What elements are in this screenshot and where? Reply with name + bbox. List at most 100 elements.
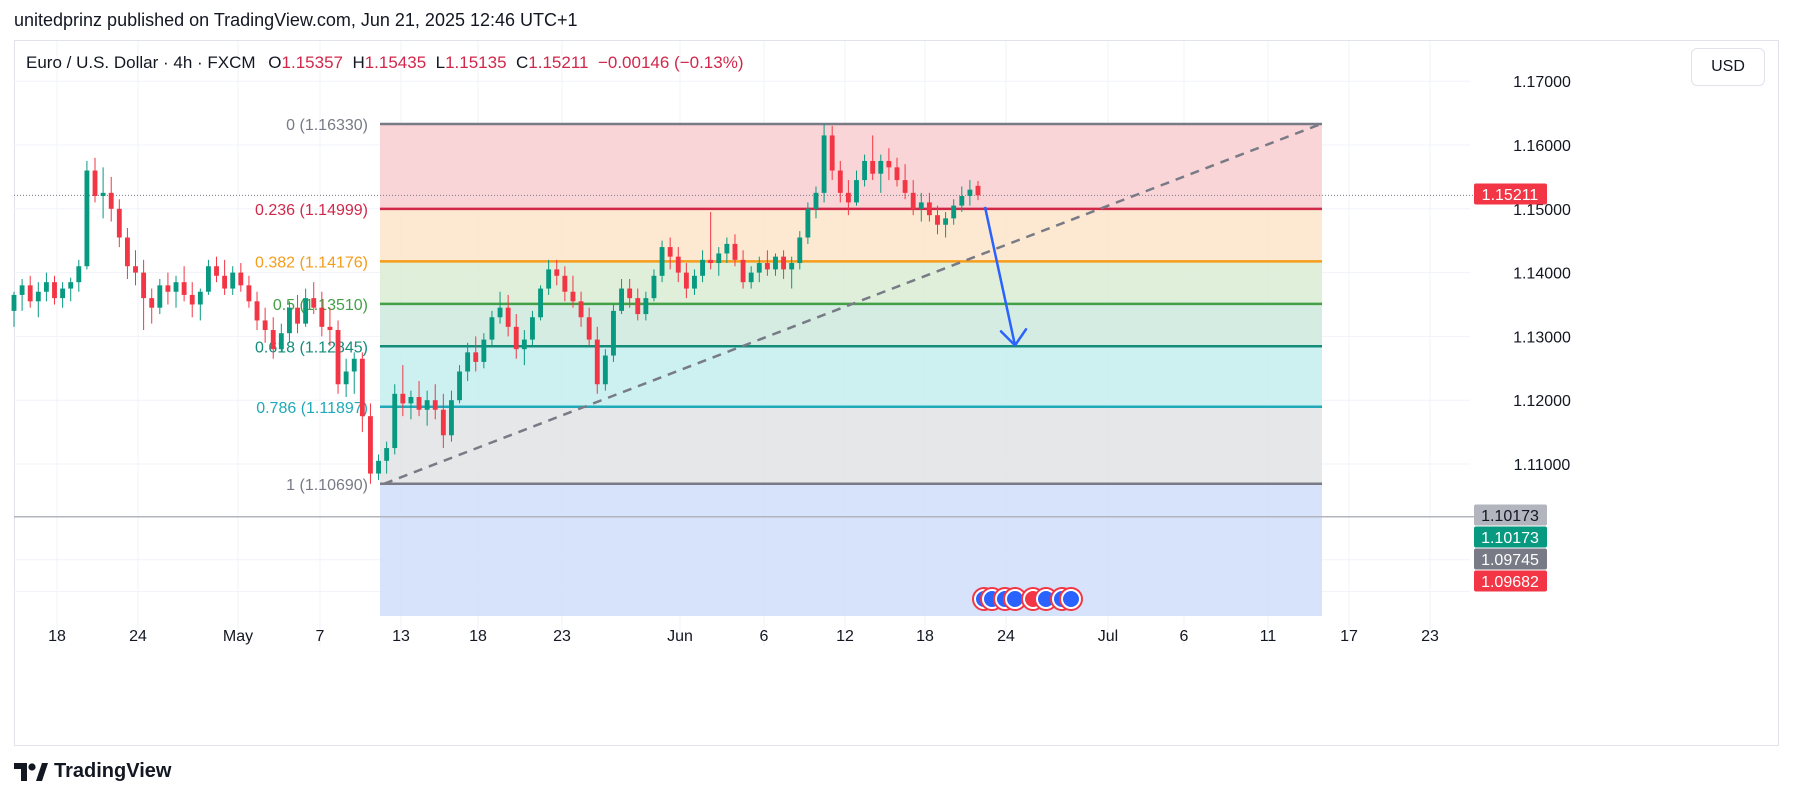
fib-zone — [380, 346, 1322, 407]
fib-level-label: 1 (1.10690) — [286, 477, 368, 494]
trend-line — [383, 122, 1322, 485]
candle-body — [570, 291, 576, 302]
candle-body — [505, 307, 511, 327]
price-badge — [1474, 570, 1547, 592]
candle-body — [659, 247, 665, 276]
candle-body — [327, 326, 333, 331]
x-tick-label: 13 — [392, 628, 410, 645]
candle-body — [416, 397, 422, 410]
economic-events — [972, 587, 1083, 611]
candle-body — [473, 352, 479, 362]
candle-body — [335, 330, 341, 385]
x-tick-label: 23 — [1421, 628, 1439, 645]
price-badge-label: 1.10173 — [1481, 508, 1539, 525]
candle-body — [173, 282, 179, 292]
candle-body — [116, 208, 122, 238]
candle-body — [440, 409, 446, 436]
candle-body — [238, 272, 244, 286]
candle-body — [667, 247, 673, 257]
open-value: 1.15357 — [281, 53, 343, 72]
candle-body — [943, 218, 949, 225]
candle-body — [643, 298, 649, 315]
candle-body — [100, 192, 106, 197]
candle-body — [359, 358, 365, 417]
candle-body — [594, 339, 600, 385]
candle-body — [651, 275, 657, 299]
x-tick-label: Jun — [667, 628, 693, 645]
candle-body — [837, 170, 843, 193]
price-badge-label: 1.09745 — [1481, 552, 1539, 569]
candle-body — [910, 192, 916, 209]
candle-body — [513, 326, 519, 350]
candle-body — [165, 285, 171, 292]
candle-body — [43, 282, 49, 292]
candle-body — [481, 339, 487, 362]
candle-body — [764, 263, 770, 270]
candle-body — [748, 272, 754, 283]
candle-body — [732, 243, 738, 260]
y-tick-label: 1.11000 — [1514, 457, 1571, 474]
candle-body — [821, 135, 827, 193]
candle-body — [724, 243, 730, 254]
candle-body — [92, 170, 98, 197]
y-tick-label: 1.16000 — [1513, 138, 1571, 155]
candle-body — [189, 294, 195, 305]
tradingview-logo[interactable]: TradingView — [14, 760, 171, 783]
high-value: 1.15435 — [364, 53, 427, 72]
candle-body — [319, 307, 325, 327]
candle-body — [781, 256, 787, 270]
change-value: −0.00146 (−0.13%) — [597, 53, 744, 72]
candle-body — [376, 460, 381, 474]
candle-body — [278, 333, 284, 350]
candle-body — [68, 282, 74, 289]
fibonacci-retracement: 0 (1.16330) 0.236 (1.14999) 0.382 (1.14176… — [255, 117, 1322, 616]
candle-body — [343, 371, 349, 385]
price-badge — [1474, 548, 1547, 570]
candle-body — [845, 192, 851, 203]
low-label: L — [435, 53, 446, 72]
event-flag-icon — [1007, 591, 1023, 607]
candle-body — [149, 298, 155, 308]
candle-body — [586, 317, 592, 340]
chart-frame[interactable] — [14, 40, 1779, 746]
candle-body — [700, 259, 706, 276]
candle-body — [894, 167, 900, 181]
candle-body — [270, 330, 276, 350]
candle-body — [716, 253, 722, 264]
candle-body — [602, 355, 608, 385]
candle-body — [521, 339, 527, 350]
candle-body — [311, 298, 317, 308]
x-tick-label: 6 — [760, 628, 769, 645]
candle-body — [457, 371, 462, 401]
brand-label: TradingView — [54, 760, 172, 782]
candle-body — [627, 288, 633, 299]
symbol-label[interactable]: Euro / U.S. Dollar · 4h · FXCM — [26, 53, 256, 72]
candle-body — [11, 294, 17, 311]
y-tick-label: 1.15000 — [1513, 202, 1571, 219]
fib-zone — [380, 483, 1322, 616]
candle-body — [222, 275, 228, 289]
candle-body — [432, 400, 438, 410]
candle-body — [286, 307, 292, 334]
candle-body — [124, 237, 130, 267]
close-value: 1.15211 — [528, 53, 589, 72]
candle-body — [424, 400, 430, 410]
candle-body — [740, 259, 746, 283]
candle-body — [465, 352, 471, 372]
price-badge-label: 1.10173 — [1481, 530, 1539, 547]
candle-body — [926, 202, 932, 216]
x-tick-label: 24 — [997, 628, 1015, 645]
event-flag-icon — [1063, 591, 1079, 607]
fib-zone — [380, 123, 1322, 209]
candle-body — [230, 272, 236, 289]
candle-body — [683, 272, 689, 289]
price-badge — [1474, 504, 1547, 526]
currency-selector[interactable]: USD — [1691, 48, 1765, 86]
candle-body — [108, 192, 114, 209]
candle-body — [756, 263, 762, 273]
candle-body — [773, 256, 778, 270]
candle-body — [489, 317, 495, 340]
y-tick-label: 1.13000 — [1513, 329, 1571, 346]
candle-body — [619, 288, 624, 311]
